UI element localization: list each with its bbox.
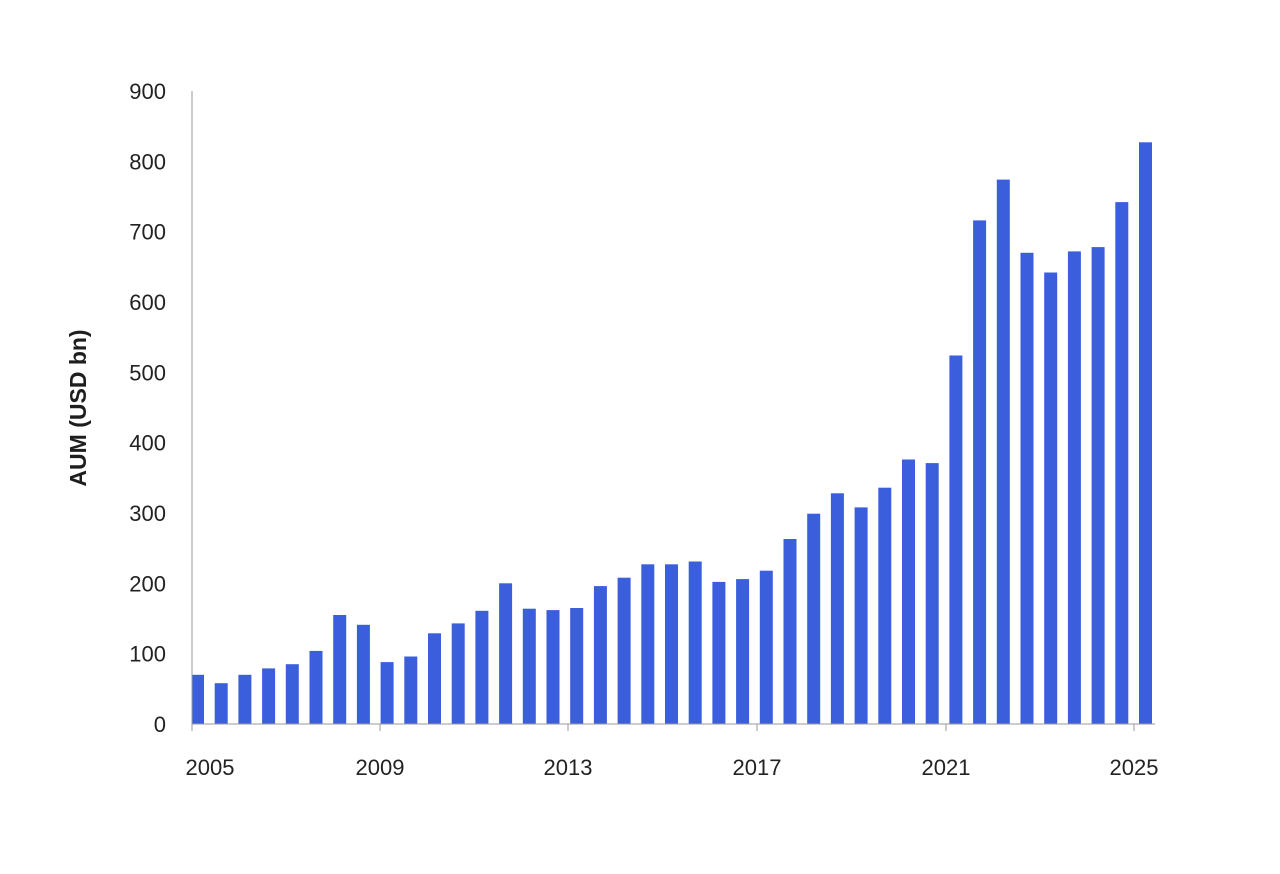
y-tick-label: 400 — [129, 431, 166, 456]
bar — [759, 570, 773, 724]
y-tick-label: 500 — [129, 360, 166, 385]
y-axis-ticks: 0 100 200 300 400 500 600 700 800 900 — [129, 79, 166, 737]
bar — [830, 493, 844, 724]
x-tick-label: 2009 — [356, 755, 405, 780]
bar — [356, 624, 370, 724]
bar — [214, 683, 228, 724]
bar — [333, 615, 347, 724]
bar — [617, 577, 631, 724]
bar — [1115, 202, 1129, 725]
bar — [712, 581, 726, 724]
y-tick-label: 200 — [129, 571, 166, 596]
bar — [925, 463, 939, 724]
bar — [546, 610, 560, 724]
bar — [380, 662, 394, 724]
bar — [593, 586, 607, 724]
y-tick-label: 300 — [129, 501, 166, 526]
bar — [570, 608, 584, 724]
bar — [1139, 142, 1152, 725]
bar — [192, 674, 204, 724]
bar — [404, 656, 418, 724]
y-tick-label: 100 — [129, 642, 166, 667]
x-tick-label: 2025 — [1110, 755, 1159, 780]
bar — [285, 664, 299, 724]
bar — [736, 579, 750, 724]
x-tick-label: 2013 — [544, 755, 593, 780]
bar — [475, 610, 489, 724]
bar — [522, 608, 536, 724]
bar — [238, 674, 252, 724]
bar — [949, 355, 963, 724]
bar — [1091, 247, 1105, 724]
bar — [1020, 252, 1034, 725]
bar — [1044, 272, 1058, 724]
bar — [641, 564, 655, 724]
x-tick-label: 2005 — [186, 755, 235, 780]
bar — [902, 459, 915, 724]
x-axis-ticks: 2005 2009 2013 2017 2021 2025 — [186, 724, 1159, 780]
bar — [428, 633, 441, 724]
bar — [996, 179, 1010, 725]
y-tick-label: 800 — [129, 149, 166, 174]
bar — [665, 564, 678, 724]
y-tick-label: 900 — [129, 79, 166, 104]
y-tick-label: 600 — [129, 290, 166, 315]
y-tick-label: 0 — [154, 712, 166, 737]
bars — [192, 142, 1152, 725]
bar — [878, 487, 892, 724]
bar — [783, 539, 797, 724]
bar — [499, 583, 513, 724]
bar — [1067, 251, 1081, 724]
x-tick-label: 2017 — [733, 755, 782, 780]
bar — [262, 668, 276, 724]
bar — [807, 513, 821, 724]
bar — [309, 650, 323, 724]
y-axis-title: AUM (USD bn) — [65, 329, 91, 486]
bar — [451, 623, 465, 724]
x-tick-label: 2021 — [922, 755, 971, 780]
bar — [973, 220, 987, 724]
bar — [688, 561, 702, 724]
bar — [854, 507, 868, 724]
y-tick-label: 700 — [129, 220, 166, 245]
